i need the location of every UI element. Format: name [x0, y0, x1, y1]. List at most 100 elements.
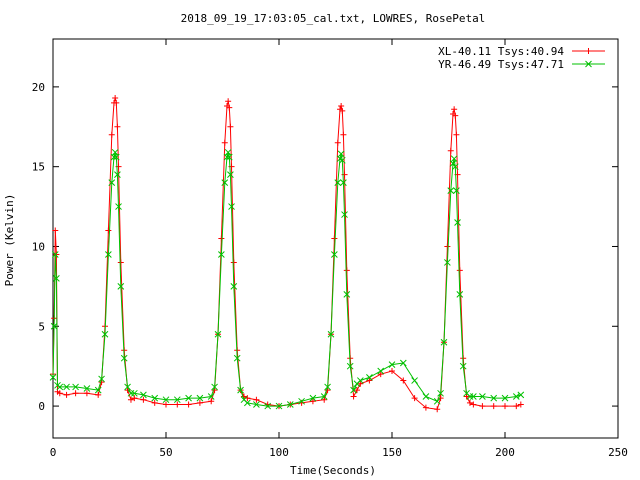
data-point [63, 391, 70, 398]
data-point [338, 156, 346, 164]
data-point [162, 396, 170, 404]
data-point [237, 386, 244, 394]
data-point [339, 107, 346, 114]
data-point [208, 398, 215, 405]
x-tick-label: 200 [495, 446, 515, 459]
data-point [185, 401, 192, 408]
data-point [433, 397, 441, 405]
data-point [56, 390, 63, 397]
data-point [124, 383, 131, 391]
data-point [49, 373, 57, 381]
legend-label: XL-40.11 Tsys:40.94 [438, 45, 564, 58]
series [50, 95, 524, 413]
data-point [399, 359, 407, 367]
data-point [185, 394, 192, 402]
data-point [227, 123, 234, 130]
data-point [163, 401, 169, 408]
data-point [456, 267, 463, 274]
data-point [327, 330, 335, 338]
data-point [131, 395, 138, 402]
data-point [340, 179, 347, 186]
data-point [324, 383, 331, 391]
data-point [453, 131, 460, 138]
data-point [226, 104, 233, 111]
y-tick-label: 5 [38, 320, 45, 333]
data-point [447, 147, 454, 154]
data-point [452, 112, 459, 119]
chart-title: 2018_09_19_17:03:05_cal.txt, LOWRES, Ros… [181, 12, 486, 25]
data-point [53, 275, 60, 282]
data-point [309, 394, 317, 402]
data-point [117, 259, 124, 266]
data-point [127, 396, 134, 403]
data-point [95, 391, 102, 398]
data-point [253, 401, 260, 408]
data-point [140, 396, 147, 403]
x-tick-label: 100 [269, 446, 289, 459]
data-point [334, 139, 341, 146]
data-point [320, 393, 328, 400]
data-point [114, 123, 121, 130]
data-point [463, 393, 470, 400]
data-point [479, 403, 486, 410]
data-point [353, 387, 360, 394]
data-point [331, 235, 338, 242]
data-point [225, 98, 232, 105]
plot-frame [52, 38, 619, 439]
data-point [444, 259, 451, 266]
x-tick-label: 0 [50, 446, 57, 459]
data-point [341, 211, 348, 218]
data-point [151, 394, 159, 402]
data-point [334, 179, 342, 186]
data-point [451, 163, 459, 171]
data-point [173, 396, 181, 404]
data-point [230, 259, 237, 266]
data-point [456, 291, 464, 298]
data-point [470, 393, 477, 400]
y-axis-label: Power (Kelvin) [3, 194, 16, 287]
data-point [233, 354, 241, 362]
data-point [83, 385, 91, 392]
data-point [207, 393, 215, 400]
data-point [140, 391, 147, 399]
data-point [512, 393, 520, 400]
data-point [230, 283, 238, 290]
data-point [120, 354, 128, 362]
data-point [357, 380, 364, 387]
data-point [490, 403, 497, 410]
data-point [286, 401, 294, 408]
data-point [343, 267, 350, 274]
x-axis-label: Time(Seconds) [290, 464, 376, 477]
x-tick-label: 250 [608, 446, 628, 459]
data-point [400, 377, 407, 384]
x-tick-label: 50 [159, 446, 172, 459]
data-point [113, 99, 120, 106]
data-point [108, 179, 116, 186]
data-point [340, 131, 347, 138]
data-point [357, 377, 364, 384]
data-point [377, 367, 385, 375]
data-point [453, 187, 460, 194]
data-point [108, 131, 115, 138]
data-point [275, 402, 283, 410]
data-point [377, 371, 384, 378]
data-point [211, 383, 218, 391]
data-point [437, 389, 444, 397]
data-point [346, 362, 354, 370]
data-point [94, 386, 102, 394]
y-tick-label: 20 [32, 81, 45, 94]
series-line [52, 97, 521, 410]
data-point [422, 393, 430, 400]
data-point [517, 401, 524, 408]
x-tick-label: 150 [382, 446, 402, 459]
data-point [98, 375, 105, 383]
data-point [331, 251, 338, 258]
data-point [218, 235, 225, 242]
data-point [151, 399, 158, 406]
data-point [350, 393, 357, 400]
legend-marker [585, 60, 592, 68]
data-point [174, 401, 181, 408]
data-point [221, 139, 228, 146]
data-point [388, 361, 396, 368]
y-tick-label: 0 [38, 400, 45, 413]
